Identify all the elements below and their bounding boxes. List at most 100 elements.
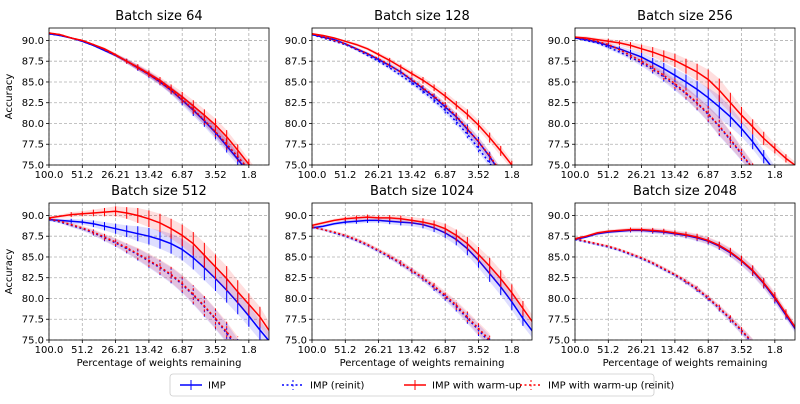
x-tick-label: 1.8	[241, 345, 257, 356]
x-tick-label: 6.87	[171, 170, 193, 181]
series-4	[49, 32, 249, 165]
x-axis: 100.0 51.2 26.21 13.42 6.87 3.52 1.8	[298, 165, 520, 181]
y-tick-label: 85.0	[285, 252, 307, 263]
x-tick-label: 1.8	[241, 170, 257, 181]
y-tick-label: 87.5	[285, 57, 307, 68]
y-tick-label: 80.0	[22, 119, 44, 130]
panel-5: 75.0 77.5 80.0 82.5 85.0 87.5 90.0 100.0 51.2 26.…	[285, 184, 533, 356]
y-tick-label: 82.5	[22, 273, 44, 284]
legend-label: IMP with warm-up	[432, 381, 521, 392]
series-line	[312, 33, 497, 165]
error-band	[312, 33, 499, 165]
plot-area	[575, 227, 795, 340]
y-tick-label: 85.0	[548, 77, 570, 88]
y-tick-label: 87.5	[22, 57, 44, 68]
x-tick-label: 100.0	[35, 170, 64, 181]
x-tick-label: 6.87	[697, 170, 719, 181]
panel-title: Batch size 128	[374, 9, 470, 24]
x-tick-label: 6.87	[434, 170, 456, 181]
series-line	[575, 238, 751, 340]
series-3	[575, 227, 795, 332]
error-band	[312, 217, 532, 338]
series-line	[575, 237, 752, 340]
y-tick-label: 82.5	[548, 273, 570, 284]
error-band	[312, 225, 490, 340]
panel-title: Batch size 512	[111, 184, 207, 199]
x-tick-label: 51.2	[334, 170, 356, 181]
x-axis-label: Percentage of weights remaining	[77, 358, 242, 369]
x-tick-label: 100.0	[298, 345, 327, 356]
x-tick-label: 26.21	[101, 170, 130, 181]
y-tick-label: 77.5	[285, 140, 307, 151]
legend-label: IMP	[208, 381, 226, 392]
x-axis: 100.0 51.2 26.21 13.42 6.87 3.52 1.8	[35, 165, 257, 181]
series-line	[312, 33, 497, 165]
x-tick-label: 13.42	[135, 345, 164, 356]
x-tick-label: 51.2	[71, 170, 93, 181]
x-tick-label: 13.42	[135, 170, 164, 181]
y-tick-label: 90.0	[285, 36, 307, 47]
x-tick-label: 26.21	[627, 345, 656, 356]
series-3	[312, 214, 532, 329]
y-tick-label: 80.0	[22, 294, 44, 305]
series-2	[312, 33, 495, 165]
plot-area	[312, 33, 513, 165]
x-tick-label: 1.8	[767, 170, 783, 181]
y-axis-label: Accuracy	[4, 74, 15, 120]
series-2	[575, 238, 754, 340]
x-tick-label: 6.87	[434, 345, 456, 356]
x-tick-label: 3.52	[204, 345, 226, 356]
x-tick-label: 13.42	[661, 170, 690, 181]
y-tick-label: 80.0	[285, 119, 307, 130]
error-band	[49, 217, 269, 340]
y-axis: 75.0 77.5 80.0 82.5 85.0 87.5 90.0	[285, 36, 312, 172]
axes-frame	[48, 202, 270, 341]
x-axis: 100.0 51.2 26.21 13.42 6.87 3.52 1.8	[561, 340, 783, 356]
error-band	[49, 218, 238, 340]
x-tick-label: 13.42	[398, 170, 427, 181]
y-tick-label: 77.5	[548, 315, 570, 326]
y-tick-label: 77.5	[285, 315, 307, 326]
x-tick-label: 13.42	[398, 345, 427, 356]
series-3	[312, 33, 513, 165]
series-4	[312, 33, 499, 165]
panel-title: Batch size 256	[637, 9, 733, 24]
error-band	[575, 36, 753, 165]
panel-2: 75.0 77.5 80.0 82.5 85.0 87.5 90.0 100.0 51.2 26.…	[285, 9, 533, 181]
panel-6: 75.0 77.5 80.0 82.5 85.0 87.5 90.0 100.0 51.2 26.…	[548, 184, 796, 356]
error-band	[312, 214, 532, 329]
series-line	[49, 32, 247, 165]
series-4	[575, 237, 754, 340]
legend-label: IMP with warm-up (reinit)	[548, 381, 674, 392]
x-tick-label: 51.2	[334, 345, 356, 356]
panel-title: Batch size 1024	[370, 184, 474, 199]
x-tick-label: 1.8	[504, 170, 520, 181]
legend-item-3: IMP with warm-up	[404, 380, 521, 392]
y-axis: 75.0 77.5 80.0 82.5 85.0 87.5 90.0	[22, 36, 49, 172]
series-1	[312, 33, 499, 165]
series-line	[312, 33, 492, 165]
y-tick-label: 77.5	[22, 315, 44, 326]
x-axis: 100.0 51.2 26.21 13.42 6.87 3.52 1.8	[298, 340, 520, 356]
axes-frame	[574, 202, 796, 341]
y-tick-label: 87.5	[548, 232, 570, 243]
panel-4: 75.0 77.5 80.0 82.5 85.0 87.5 90.0 100.0 51.2 26.…	[22, 184, 270, 356]
legend: IMP IMP (reinit) IMP with warm-up IMP with …	[169, 373, 674, 397]
panel-title: Batch size 2048	[633, 184, 737, 199]
y-tick-label: 75.0	[22, 161, 44, 172]
x-tick-label: 26.21	[364, 170, 393, 181]
panel-3: 75.0 77.5 80.0 82.5 85.0 87.5 90.0 100.0 51.2 26.…	[548, 9, 796, 181]
y-tick-label: 75.0	[22, 336, 44, 347]
y-tick-label: 75.0	[548, 161, 570, 172]
y-tick-label: 87.5	[285, 232, 307, 243]
error-band	[312, 34, 495, 165]
x-tick-label: 26.21	[101, 345, 130, 356]
x-tick-label: 1.8	[504, 345, 520, 356]
y-tick-label: 80.0	[285, 294, 307, 305]
x-tick-label: 51.2	[597, 345, 619, 356]
legend-item-4: IMP with warm-up (reinit)	[520, 380, 674, 392]
y-tick-label: 75.0	[548, 336, 570, 347]
y-tick-label: 85.0	[548, 252, 570, 263]
axes-frame	[574, 27, 796, 166]
axes-frame	[48, 27, 270, 166]
